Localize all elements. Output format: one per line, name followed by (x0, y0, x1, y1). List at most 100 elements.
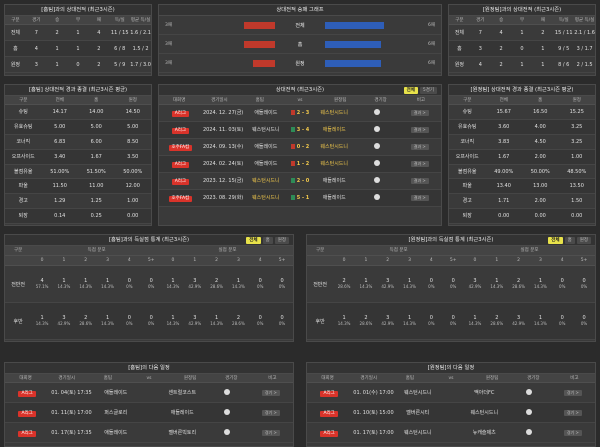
table-cell: 1.6 / 2.1 (130, 30, 151, 36)
panel-title: [원정팀]과의 상대전적 (최근3시즌) (449, 5, 595, 16)
bar-fill-blue (325, 59, 381, 67)
goal-cell: 3 42.9% (53, 315, 75, 327)
goal-count: 3 (193, 315, 197, 321)
goal-cell: 3 42.9% (377, 315, 399, 327)
tab-all[interactable]: 전체 (403, 87, 418, 94)
table-cell: 0 (520, 46, 524, 52)
result-button[interactable]: 결과 > (410, 126, 429, 133)
table-cell: 2 (499, 46, 503, 52)
soccer-ball-icon (223, 409, 230, 415)
soccer-ball-icon (373, 177, 380, 183)
tab-home[interactable]: 홈 (564, 237, 575, 244)
match-button[interactable]: 경기 > (261, 409, 280, 416)
match-button[interactable]: 경기 > (563, 429, 582, 436)
goal-count: 0 (560, 315, 564, 321)
table-cell: 1.67 (498, 153, 510, 160)
table-row: 전체 7 2 1 4 11 / 15 1.6 / 2.1 (5, 25, 151, 41)
result-button[interactable]: 결과 > (410, 109, 429, 116)
table-cell: 7 (478, 30, 482, 36)
table-cell: 0.00 (127, 213, 139, 220)
match-button[interactable]: 경기 > (563, 409, 582, 416)
note-cell: 경기 > (249, 383, 293, 403)
header-cell: 홈팀 (103, 376, 112, 381)
note-cell: 경기 > (551, 423, 595, 443)
home-team: 웨스턴시드니 (403, 389, 432, 396)
h2h-matches-panel: 상대전적 (최근3시즌) 전체 5경기 대회명 경기일시 홈팀 vs 원정팀 경기장 비고 … (158, 84, 442, 226)
goal-count: 1 (473, 315, 477, 321)
home-team: 애들레이드 (254, 160, 278, 167)
table-cell: 4 (478, 62, 482, 68)
goal-row: 전반전 4 57.1% 1 14.3% 1 14.3% 1 14.3% 0 0% 0 0% 1 14.3% 3… (5, 266, 293, 303)
tab-away[interactable]: 원정 (576, 237, 591, 244)
result-button[interactable]: 결과 > (410, 143, 429, 150)
tab-home[interactable]: 홈 (262, 237, 273, 244)
h2h-graph-panel: 상대전적 승패 그래프 3패 전체 6패 3패 홈 6패 3패 원정 6패 (158, 4, 442, 76)
table-cell: 1.00 (571, 153, 583, 160)
table-cell: 4.00 (534, 123, 546, 130)
table-cell: 1 (520, 62, 524, 68)
table-cell: 6.00 (90, 138, 102, 145)
row-label: 전반전 (313, 281, 327, 288)
result-marker (290, 194, 295, 200)
goal-count: 1 (40, 315, 44, 321)
venue-cell (356, 122, 399, 139)
goal-percent: 42.9% (381, 321, 395, 326)
result-button[interactable]: 결과 > (410, 194, 429, 201)
goal-cell: 1 14.3% (530, 278, 552, 290)
goal-percent: 0% (580, 284, 588, 289)
label-header: 구분 (315, 248, 325, 253)
score-cell: 2 - 3 (287, 105, 313, 122)
table-header: 대회명 경기일시 홈팀 vs 원정팀 경기장 비고 (5, 374, 293, 383)
goal-percent: 0% (278, 284, 286, 289)
bar-left (185, 21, 275, 29)
goal-count: 1 (342, 315, 346, 321)
tab-all[interactable]: 전체 (246, 237, 261, 244)
note-cell: 경기 > (551, 383, 595, 403)
tab-all[interactable]: 전체 (548, 237, 563, 244)
match-date: 01. 10(토) 15:00 (353, 409, 394, 416)
goal-percent: 0% (147, 284, 155, 289)
table-row: 슈팅 14.17 14.00 14.50 (5, 105, 151, 120)
table-header: 대회명 경기일시 홈팀 vs 원정팀 경기장 비고 (307, 374, 595, 383)
table-header: 구분 전체 홈 원정 (5, 96, 151, 105)
goal-count: 2 (364, 315, 368, 321)
goal-cell: 3 42.9% (464, 278, 486, 290)
tab-5games[interactable]: 5경기 (419, 87, 437, 94)
match-button[interactable]: 경기 > (563, 389, 582, 396)
header-cell: 비고 (570, 376, 579, 381)
column-header: 0 1 2 3 4 5+ 0 1 2 3 4 5+ (5, 256, 293, 266)
home-h2h-summary-panel: [홈팀]과의 상대전적 (최근3시즌) 구분 경기 승 무 패 득/실 평균 득/실 전체 7… (4, 4, 152, 76)
table-cell: 50.00% (123, 168, 143, 175)
table-cell: 1.67 (90, 153, 102, 160)
goal-col: 0 (342, 258, 346, 263)
table-cell: 4 (34, 46, 38, 52)
goal-cell: 0 0% (420, 278, 442, 290)
table-cell: 15.25 (569, 109, 584, 115)
goal-percent: 14.3% (534, 284, 547, 289)
result-button[interactable]: 결과 > (410, 177, 429, 184)
result-button[interactable]: 결과 > (410, 160, 429, 167)
table-cell: 16.50 (533, 109, 548, 115)
goal-cell: 0 0% (551, 278, 573, 290)
graph-row: 3패 전체 6패 (159, 16, 441, 35)
goal-count: 2 (84, 315, 88, 321)
bar-left (185, 40, 275, 48)
away-team: 애들레이드 (322, 126, 346, 133)
header-cell: 비고 (416, 98, 425, 103)
graph-row: 3패 홈 6패 (159, 35, 441, 54)
goal-percent: 57.1% (35, 284, 49, 289)
table-cell: 1.29 (54, 198, 66, 205)
home-stats-panel: [홈팀] 상대전적 경과 종결 (최근3시즌 평균) 구분 전체 홈 원정 슈팅 14.… (4, 84, 152, 226)
match-button[interactable]: 경기 > (261, 429, 280, 436)
table-cell: 1 (520, 30, 524, 36)
table-cell: 3 / 1.7 (576, 46, 593, 52)
header-cell: 승 (55, 18, 60, 23)
header-cell: 원정팀 (485, 376, 499, 381)
league-badge: 호주FA컵 (168, 144, 193, 151)
table-cell: 3 (478, 46, 482, 52)
table-row: 경고 1.29 1.25 1.00 (5, 194, 151, 210)
goal-row: 후반 1 14.3% 3 42.9% 2 28.6% 1 14.3% 0 0% 0 0% 1 14.3% 3 4… (5, 303, 293, 340)
match-button[interactable]: 경기 > (261, 389, 280, 396)
goal-cell: 0 0% (140, 278, 162, 290)
tab-away[interactable]: 원정 (274, 237, 289, 244)
